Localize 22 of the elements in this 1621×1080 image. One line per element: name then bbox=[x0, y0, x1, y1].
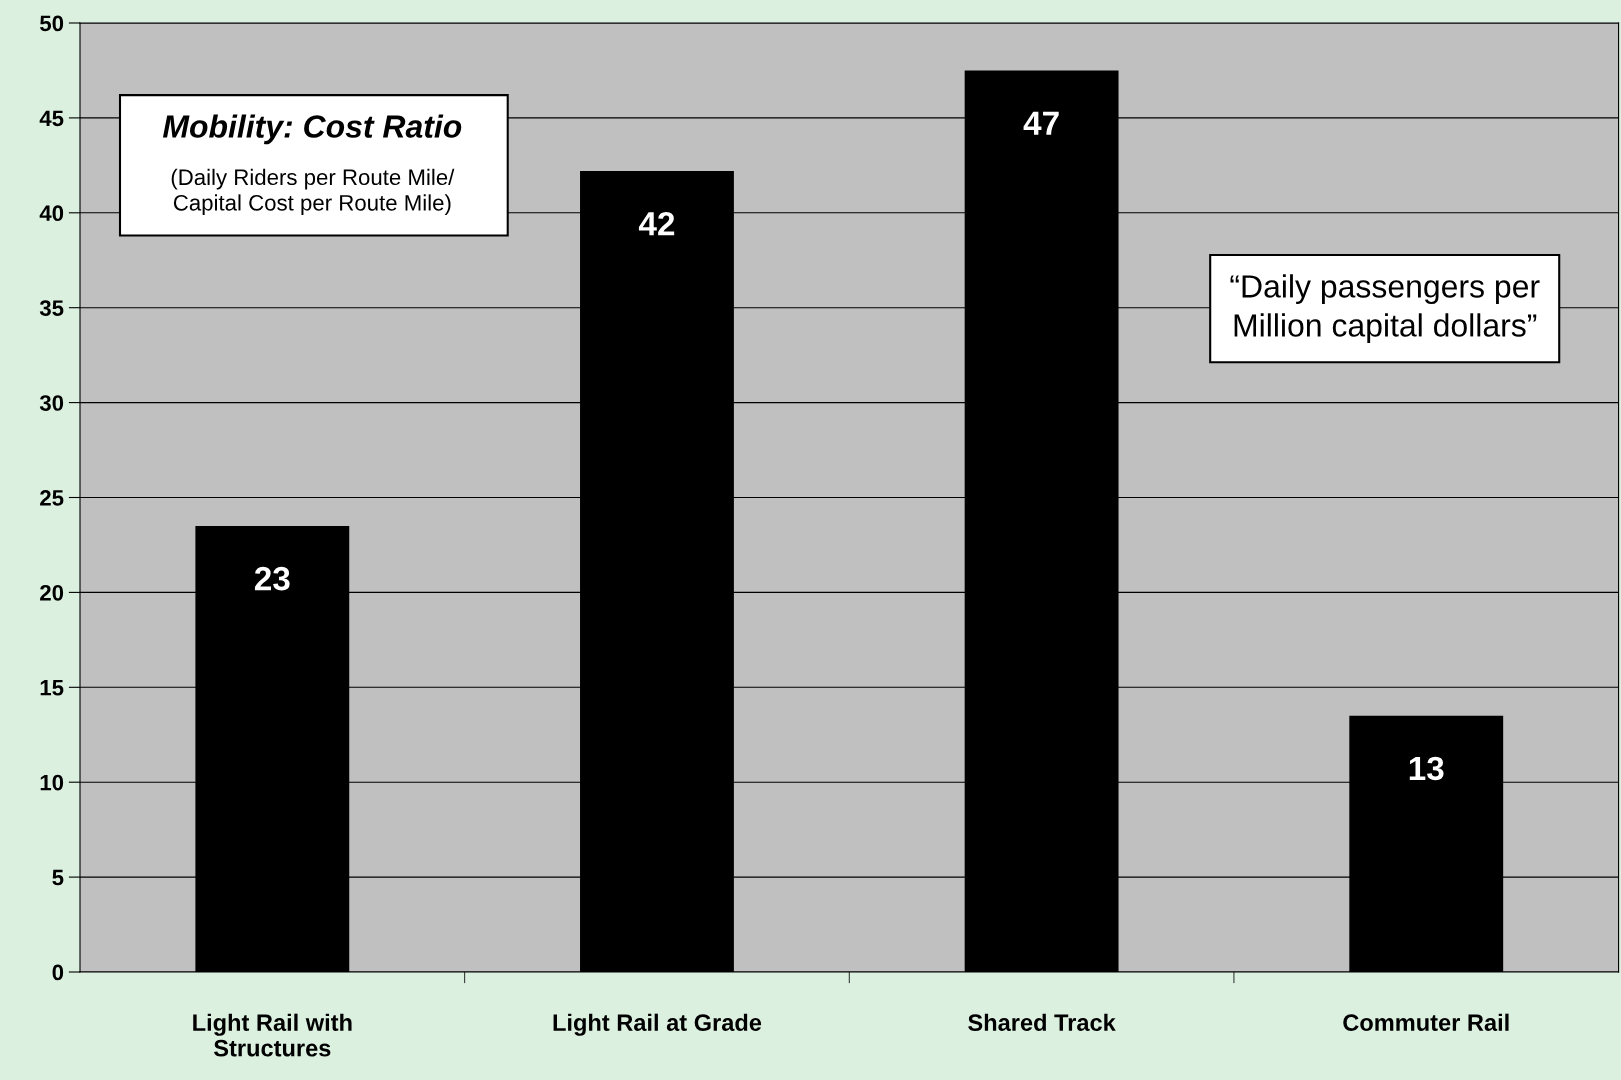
data-label: 13 bbox=[1409, 756, 1444, 781]
y-tick-label: 5 bbox=[52, 869, 64, 886]
x-tick-label: Light Rail at Grade bbox=[553, 1013, 762, 1036]
text: (Daily Riders per Route Mile/ Capital Cost per Route Mile) bbox=[171, 168, 455, 216]
y-tick-label: 30 bbox=[39, 395, 64, 411]
annotation: “Daily passengers per Million capital dollars” bbox=[1230, 274, 1540, 344]
y-tick-label: 25 bbox=[40, 490, 64, 506]
y-tick-label: 45 bbox=[39, 110, 64, 127]
y-tick-label: 35 bbox=[39, 300, 64, 316]
x-tick-label: Light Rail with Structures bbox=[193, 1013, 352, 1057]
y-tick-label: 20 bbox=[40, 584, 64, 601]
y-tick-label: 0 bbox=[52, 964, 64, 981]
data-label: 47 bbox=[1023, 111, 1059, 135]
x-tick-label: Shared Track bbox=[968, 1013, 1116, 1032]
y-tick-label: 10 bbox=[40, 774, 64, 791]
y-tick-label: 40 bbox=[39, 205, 64, 222]
text: Mobility: Cost Ratio bbox=[162, 114, 462, 145]
y-tick-label: 50 bbox=[40, 15, 64, 32]
data-label: 23 bbox=[254, 566, 290, 591]
y-tick-label: 15 bbox=[40, 680, 64, 696]
x-tick-label: Commuter Rail bbox=[1343, 1013, 1509, 1032]
data-label: 42 bbox=[638, 211, 675, 236]
